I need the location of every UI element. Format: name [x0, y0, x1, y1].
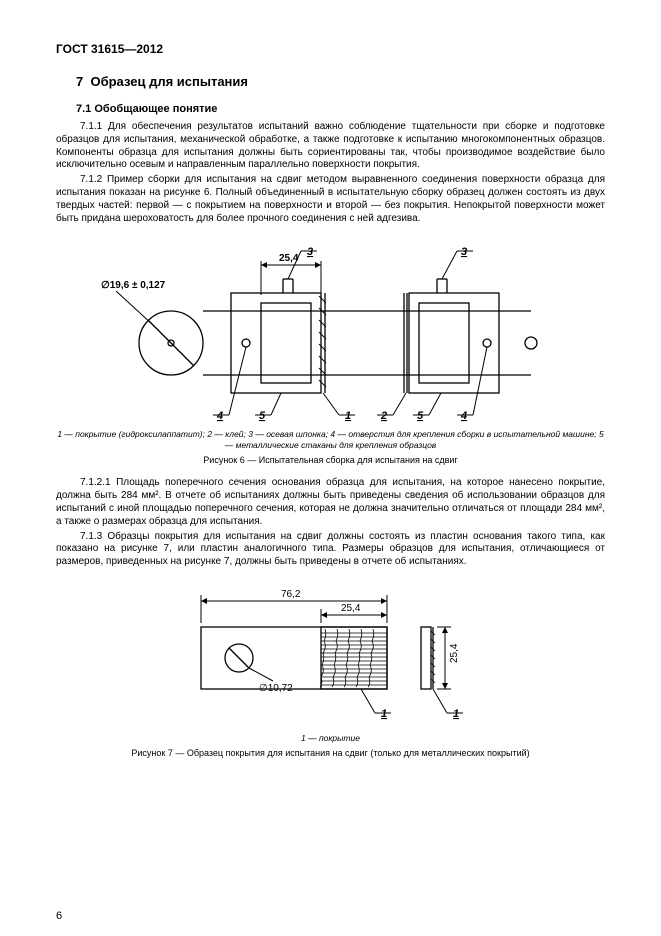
figure-7: 76,2 25,4 25,4 ∅10,72	[161, 577, 501, 727]
para-7121: 7.1.2.1 Площадь поперечного сечения осно…	[56, 477, 605, 528]
section-text: Образец для испытания	[90, 74, 248, 89]
fig6-c3a: 3	[307, 246, 313, 258]
fig6-c4a: 4	[216, 410, 223, 422]
fig7-caption: Рисунок 7 — Образец покрытия для испытан…	[56, 748, 605, 758]
fig7-dim-coat: 25,4	[341, 603, 361, 614]
fig7-legend: 1 — покрытие	[56, 733, 605, 744]
section-title: 7 Образец для испытания	[76, 74, 605, 89]
fig7-c1a: 1	[381, 708, 387, 720]
section-num: 7	[76, 74, 83, 89]
fig6-c4b: 4	[460, 410, 467, 422]
fig6-dia: ∅19,6 ± 0,127	[101, 280, 166, 291]
fig6-c3b: 3	[461, 246, 467, 258]
para-712: 7.1.2 Пример сборки для испытания на сдв…	[56, 174, 605, 225]
fig6-legend: 1 — покрытие (гидроксилаппатит); 2 — кле…	[56, 429, 605, 451]
fig6-c2: 2	[380, 410, 387, 422]
fig6-caption: Рисунок 6 — Испытательная сборка для исп…	[56, 455, 605, 465]
fig6-c1: 1	[345, 410, 351, 422]
fig7-dim-h: 25,4	[449, 643, 460, 663]
para-713: 7.1.3 Образцы покрытия для испытания на …	[56, 531, 605, 569]
fig7-dia: ∅10,72	[259, 683, 293, 694]
para-711: 7.1.1 Для обеспечения результатов испыта…	[56, 121, 605, 172]
fig7-c1b: 1	[453, 708, 459, 720]
figure-6: ∅19,6 ± 0,127	[101, 233, 561, 423]
fig6-c5b: 5	[417, 410, 424, 422]
fig6-c5a: 5	[259, 410, 266, 422]
fig7-dim-w: 76,2	[281, 589, 301, 600]
document-page: { "header":"ГОСТ 31615—2012", "section":…	[0, 0, 661, 936]
doc-header: ГОСТ 31615—2012	[56, 42, 605, 56]
subsection-title: 7.1 Обобщающее понятие	[76, 103, 605, 115]
page-number: 6	[56, 910, 62, 922]
